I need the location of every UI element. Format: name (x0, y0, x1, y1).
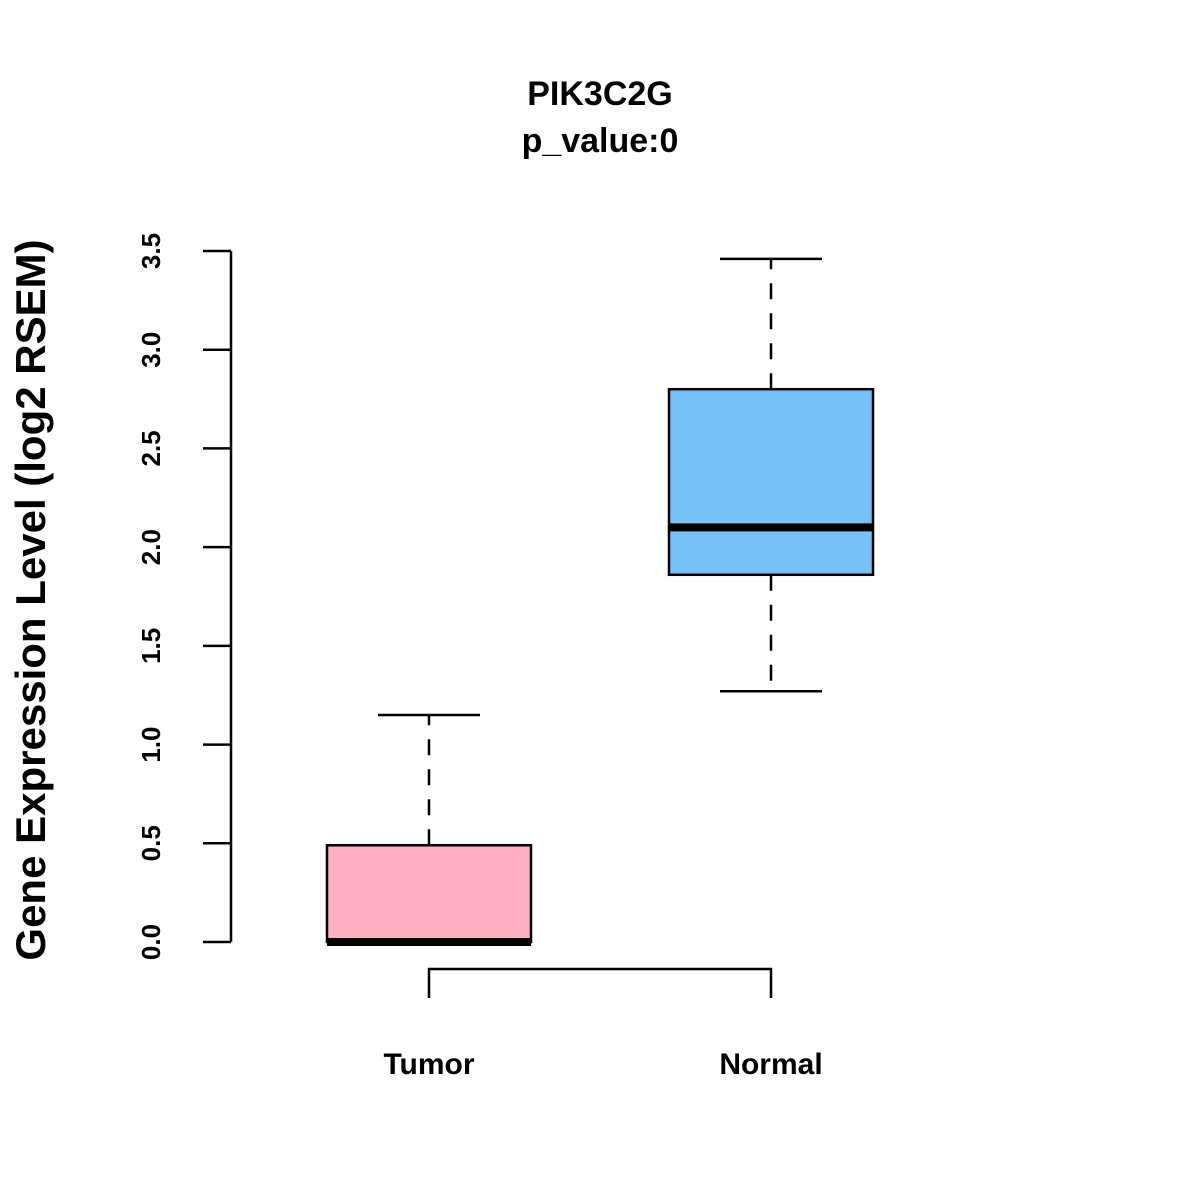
chart-title: PIK3C2G (527, 75, 673, 113)
y-tick-label: 2.0 (136, 529, 166, 565)
significance-bracket (427, 967, 773, 998)
y-axis-title: Gene Expression Level (log2 RSEM) (7, 239, 54, 960)
box-body (667, 387, 875, 577)
box-normal (667, 257, 875, 693)
y-tick-label: 0.0 (136, 924, 166, 960)
y-tick-label: 1.0 (136, 726, 166, 762)
y-tick-label: 2.5 (136, 430, 166, 466)
y-tick-label: 1.5 (136, 628, 166, 664)
category-label-tumor: Tumor (383, 1048, 474, 1081)
y-axis: 0.0 0.5 1.0 1.5 2.0 2.5 3.0 3.5 (136, 233, 233, 960)
y-tick-label: 3.5 (136, 233, 166, 269)
chart-subtitle: p_value:0 (522, 122, 679, 160)
boxes (325, 257, 875, 946)
y-tick-label: 0.5 (136, 825, 166, 861)
box-body (325, 844, 533, 944)
bracket-line (427, 967, 773, 998)
y-tick-label: 3.0 (136, 332, 166, 368)
category-labels: Tumor Normal (383, 1048, 822, 1081)
box-tumor (325, 713, 533, 946)
category-label-normal: Normal (719, 1048, 822, 1081)
